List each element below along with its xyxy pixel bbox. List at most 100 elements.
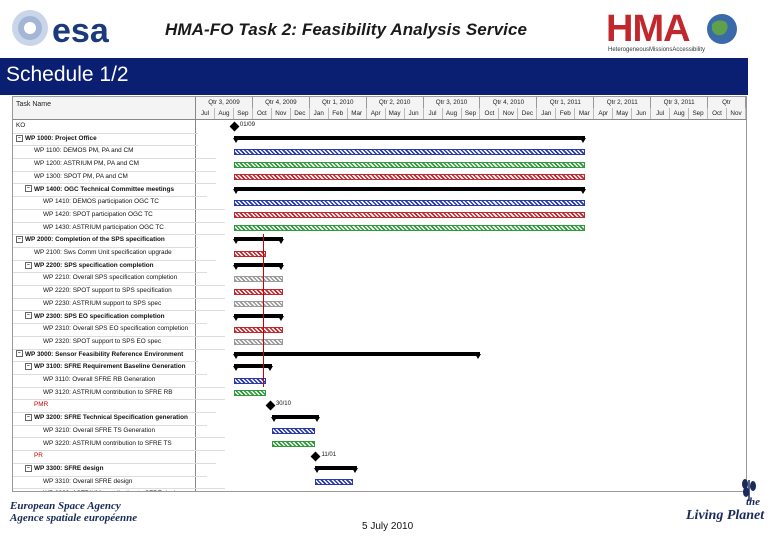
summary-bar[interactable] bbox=[232, 237, 285, 245]
task-row[interactable]: PR bbox=[13, 450, 216, 464]
quarter-label: Qtr 2, 2010 bbox=[367, 97, 424, 108]
month-label: Apr bbox=[367, 108, 386, 119]
task-name: WP 3210: Overall SFRE TS Generation bbox=[43, 426, 156, 434]
month-label: Aug bbox=[670, 108, 690, 119]
task-row[interactable]: WP 1200: ASTRIUM PM, PA and CM bbox=[13, 158, 216, 172]
gantt-chart: Task Name KO − WP 1000: Project Office WP 1… bbox=[12, 96, 747, 492]
task-row[interactable]: WP 3120: ASTRIUM contribution to SFRE RB bbox=[13, 387, 225, 401]
task-name: WP 1430: ASTRIUM participation OGC TC bbox=[43, 223, 164, 231]
task-row[interactable]: − WP 1400: OGC Technical Committee meetin… bbox=[13, 184, 207, 198]
task-row[interactable]: WP 2320: SPOT support to SPS EO spec bbox=[13, 336, 225, 350]
task-row[interactable]: − WP 2000: Completion of the SPS specific… bbox=[13, 234, 198, 248]
task-bar[interactable] bbox=[315, 479, 354, 486]
milestone-label: 01/09 bbox=[239, 122, 255, 128]
task-row[interactable]: WP 3210: Overall SFRE TS Generation bbox=[13, 425, 225, 439]
task-row[interactable]: WP 2100: Sws Comm Unit specification upg… bbox=[13, 247, 216, 261]
quarter-label: Qtr bbox=[708, 97, 746, 108]
collapse-toggle-icon[interactable]: − bbox=[16, 350, 23, 358]
month-header-row: Jul Aug Sep Oct Nov Dec Jan Feb Mar Apr May Jun Jul A… bbox=[196, 108, 746, 120]
task-name: WP 1300: SPOT PM, PA and CM bbox=[34, 172, 128, 180]
month-label: Jan bbox=[310, 108, 329, 119]
summary-bar[interactable] bbox=[270, 415, 321, 423]
status-date-line bbox=[263, 234, 265, 387]
summary-bar[interactable] bbox=[232, 262, 285, 270]
task-bar[interactable] bbox=[233, 377, 267, 384]
task-row[interactable]: WP 1420: SPOT participation OGC TC bbox=[13, 209, 225, 223]
living-planet-logo: the Living Planet bbox=[686, 474, 776, 534]
task-name: WP 3200: SFRE Technical Specification ge… bbox=[34, 414, 188, 422]
task-row[interactable]: WP 1430: ASTRIUM participation OGC TC bbox=[13, 222, 225, 236]
month-label: Oct bbox=[253, 108, 272, 119]
milestone-diamond-icon[interactable] bbox=[229, 121, 240, 131]
task-bar[interactable] bbox=[233, 250, 267, 257]
task-row[interactable]: WP 2310: Overall SPS EO specification co… bbox=[13, 323, 225, 337]
task-row[interactable]: WP 2220: SPOT support to SPS specificati… bbox=[13, 285, 225, 299]
task-row[interactable]: − WP 2200: SPS specification completion bbox=[13, 260, 207, 274]
task-bar[interactable] bbox=[233, 301, 284, 308]
milestone-diamond-icon[interactable] bbox=[265, 400, 276, 411]
svg-text:esa: esa bbox=[52, 12, 110, 50]
summary-bar[interactable] bbox=[232, 313, 285, 321]
agency-name-fr: Agence spatiale européenne bbox=[10, 512, 138, 524]
task-row[interactable]: PMR bbox=[13, 399, 216, 414]
task-row[interactable]: WP 1300: SPOT PM, PA and CM bbox=[13, 171, 216, 185]
task-bar[interactable] bbox=[233, 212, 585, 219]
collapse-toggle-icon[interactable]: − bbox=[25, 185, 32, 193]
task-row[interactable]: WP 1410: DEMOS participation OGC TC bbox=[13, 196, 225, 210]
task-row[interactable]: WP 3310: Overall SFRE design bbox=[13, 476, 225, 490]
collapse-toggle-icon[interactable]: − bbox=[25, 363, 32, 371]
collapse-toggle-icon[interactable]: − bbox=[25, 413, 32, 421]
summary-bar[interactable] bbox=[232, 364, 273, 372]
task-bar[interactable] bbox=[233, 148, 585, 155]
task-bar[interactable] bbox=[233, 161, 585, 168]
task-row[interactable]: KO bbox=[13, 120, 198, 134]
task-name: WP 2300: SPS EO specification completion bbox=[34, 312, 165, 320]
task-bar[interactable] bbox=[233, 339, 284, 346]
task-name: WP 2310: Overall SPS EO specification co… bbox=[43, 325, 189, 333]
task-bar[interactable] bbox=[233, 275, 284, 282]
task-bar[interactable] bbox=[233, 288, 284, 295]
task-row[interactable]: − WP 3100: SFRE Requirement Baseline Gene… bbox=[13, 361, 207, 375]
task-row[interactable]: − WP 2300: SPS EO specification completio… bbox=[13, 311, 207, 325]
summary-bar[interactable] bbox=[232, 186, 586, 194]
milestone-diamond-icon[interactable] bbox=[311, 451, 321, 462]
summary-bar[interactable] bbox=[314, 465, 358, 473]
slide-header: esa HMA-FO Task 2: Feasibility Analysis … bbox=[0, 0, 780, 58]
task-name: WP 3000: Sensor Feasibility Reference En… bbox=[25, 350, 184, 358]
collapse-toggle-icon[interactable]: − bbox=[16, 236, 23, 244]
task-row[interactable]: WP 3110: Overall SFRE RB Generation bbox=[13, 374, 225, 388]
task-bar[interactable] bbox=[233, 174, 585, 181]
task-name: WP 3320: ASTRIUM contribution to SFRE de… bbox=[43, 490, 182, 491]
task-row[interactable]: WP 3220: ASTRIUM contribution to SFRE TS bbox=[13, 438, 225, 452]
summary-bar[interactable] bbox=[232, 351, 482, 359]
collapse-toggle-icon[interactable]: − bbox=[25, 464, 32, 472]
task-bar[interactable] bbox=[271, 441, 316, 447]
summary-bar[interactable] bbox=[232, 135, 586, 143]
collapse-toggle-icon[interactable]: − bbox=[25, 312, 32, 320]
task-row[interactable]: WP 3320: ASTRIUM contribution to SFRE de… bbox=[13, 488, 225, 491]
task-row[interactable]: − WP 3300: SFRE design bbox=[13, 463, 207, 477]
task-name-header: Task Name bbox=[13, 97, 195, 120]
task-row[interactable]: − WP 3000: Sensor Feasibility Reference E… bbox=[13, 349, 198, 363]
agency-name-en: European Space Agency bbox=[10, 500, 121, 512]
esa-logo: esa bbox=[12, 10, 110, 50]
task-row[interactable]: WP 1100: DEMOS PM, PA and CM bbox=[13, 145, 216, 160]
task-name: WP 2000: Completion of the SPS specifica… bbox=[25, 236, 165, 244]
month-label: Jul bbox=[196, 108, 215, 119]
task-row[interactable]: − WP 3200: SFRE Technical Specification g… bbox=[13, 412, 207, 426]
slide-date: 5 July 2010 bbox=[362, 521, 414, 532]
task-bar[interactable] bbox=[271, 428, 316, 435]
collapse-toggle-icon[interactable]: − bbox=[25, 261, 32, 269]
month-label: May bbox=[386, 108, 405, 119]
quarter-label: Qtr 3, 2011 bbox=[651, 97, 709, 108]
task-row[interactable]: WP 2230: ASTRIUM support to SPS spec bbox=[13, 298, 225, 312]
task-row[interactable]: WP 2210: Overall SPS specification compl… bbox=[13, 272, 225, 287]
task-row[interactable]: − WP 1000: Project Office bbox=[13, 133, 198, 147]
task-bar[interactable] bbox=[233, 326, 284, 333]
task-bar[interactable] bbox=[233, 199, 585, 206]
collapse-toggle-icon[interactable]: − bbox=[16, 134, 23, 142]
task-bar[interactable] bbox=[233, 390, 267, 397]
hma-tagline: HeterogeneousMissionsAccessibility bbox=[608, 47, 706, 53]
globe-icon bbox=[707, 14, 737, 44]
task-bar[interactable] bbox=[233, 225, 585, 232]
